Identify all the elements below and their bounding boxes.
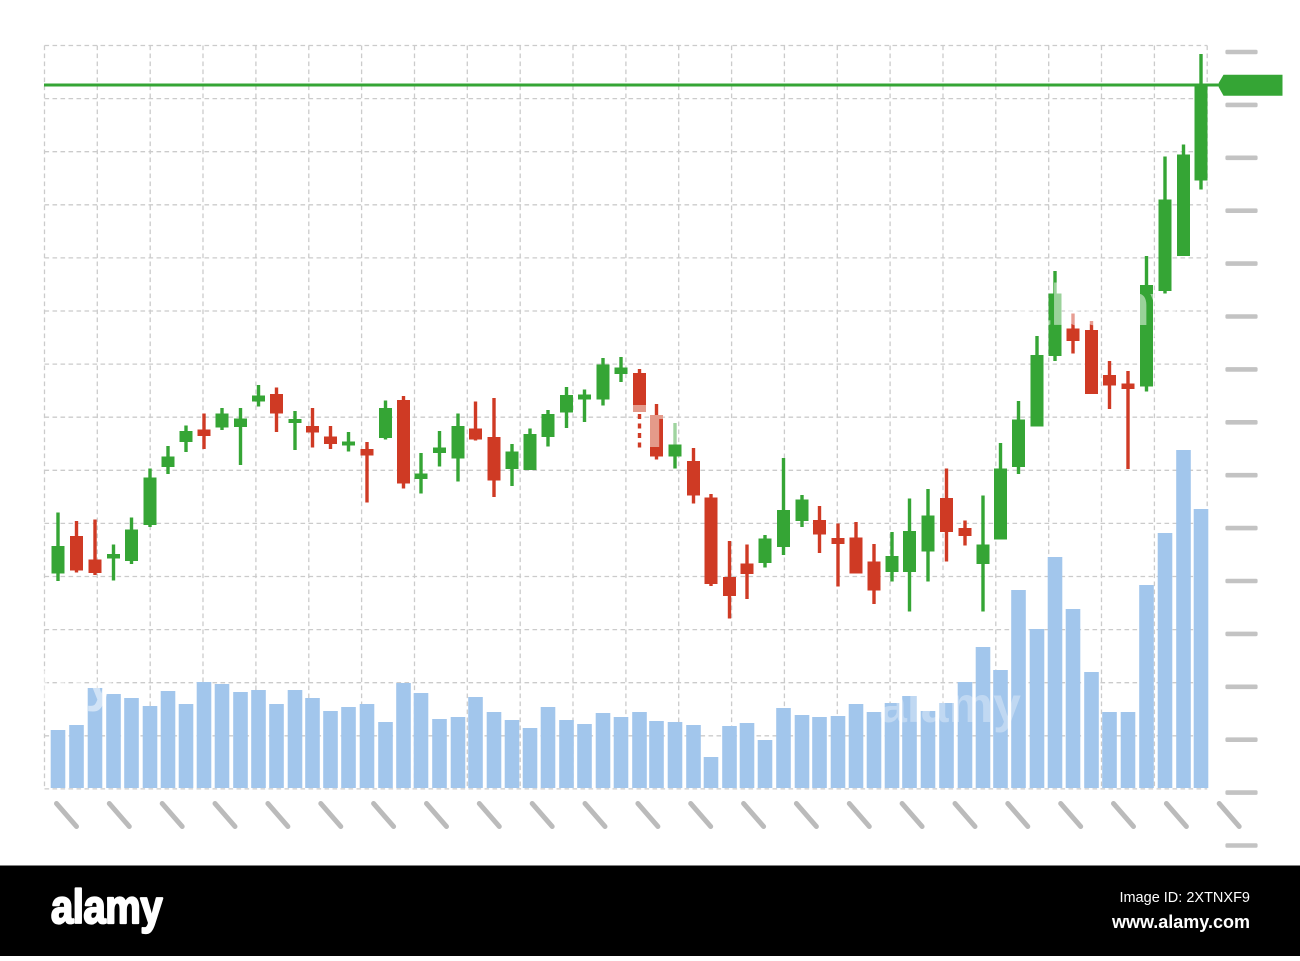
- svg-text:alamy: alamy: [51, 882, 163, 934]
- svg-text:www.alamy.com: www.alamy.com: [1111, 912, 1250, 932]
- svg-text:alamy: alamy: [1018, 273, 1182, 338]
- svg-text:alamy: alamy: [0, 649, 116, 712]
- svg-text:Image ID: 2XTNXF9: Image ID: 2XTNXF9: [1119, 890, 1250, 906]
- svg-text:alamy: alamy: [879, 677, 1021, 733]
